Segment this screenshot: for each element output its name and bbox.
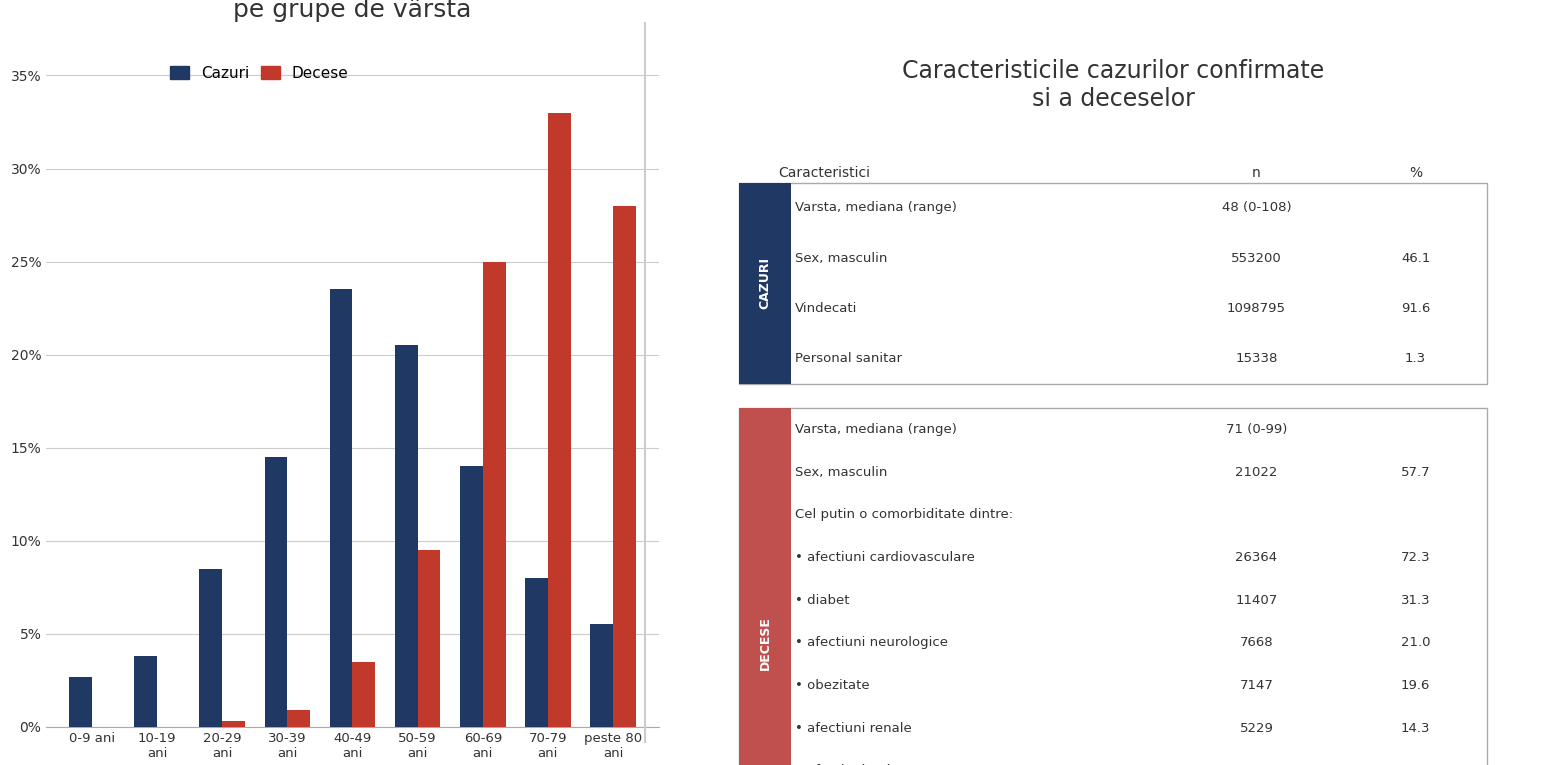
Text: 7147: 7147 — [1240, 679, 1274, 692]
FancyBboxPatch shape — [739, 408, 1488, 765]
Text: Cel putin o comorbiditate dintre:: Cel putin o comorbiditate dintre: — [794, 508, 1013, 521]
Text: 7668: 7668 — [1240, 636, 1274, 649]
Text: 71 (0-99): 71 (0-99) — [1226, 423, 1288, 436]
Text: 91.6: 91.6 — [1402, 302, 1431, 315]
Bar — [199, 568, 222, 727]
Bar — [395, 345, 418, 727]
Bar — [69, 676, 93, 727]
Text: 72.3: 72.3 — [1400, 551, 1431, 564]
Bar — [483, 262, 506, 727]
FancyBboxPatch shape — [739, 183, 1488, 384]
Text: 5229: 5229 — [1240, 721, 1274, 734]
Text: 21022: 21022 — [1235, 466, 1278, 478]
Bar — [547, 112, 571, 727]
Text: 26364: 26364 — [1235, 551, 1277, 564]
Text: DECESE: DECESE — [759, 616, 771, 669]
Text: 21.0: 21.0 — [1400, 636, 1431, 649]
FancyBboxPatch shape — [739, 183, 791, 384]
Text: 1.3: 1.3 — [1405, 352, 1426, 365]
Text: • afectiuni renale: • afectiuni renale — [794, 721, 911, 734]
Text: • diabet: • diabet — [794, 594, 850, 607]
Text: Varsta, mediana (range): Varsta, mediana (range) — [794, 201, 956, 214]
Text: Varsta, mediana (range): Varsta, mediana (range) — [794, 423, 956, 436]
Text: 15338: 15338 — [1235, 352, 1278, 365]
Text: Sex, masculin: Sex, masculin — [794, 252, 887, 265]
Text: 31.3: 31.3 — [1400, 594, 1431, 607]
Bar — [460, 466, 483, 727]
Text: 11407: 11407 — [1235, 594, 1277, 607]
Text: Personal sanitar: Personal sanitar — [794, 352, 902, 365]
Text: 1098795: 1098795 — [1227, 302, 1286, 315]
Text: 553200: 553200 — [1231, 252, 1281, 265]
Text: 19.6: 19.6 — [1402, 679, 1431, 692]
Bar — [330, 289, 353, 727]
Text: 46.1: 46.1 — [1402, 252, 1431, 265]
FancyBboxPatch shape — [739, 408, 791, 765]
Bar — [526, 578, 547, 727]
Bar — [265, 457, 287, 727]
Text: Vindecati: Vindecati — [794, 302, 857, 315]
Text: CAZURI: CAZURI — [759, 257, 771, 309]
Legend: Cazuri, Decese: Cazuri, Decese — [163, 60, 355, 87]
Text: • afectiuni cardiovasculare: • afectiuni cardiovasculare — [794, 551, 975, 564]
Title: Ponderea cazurilor si deceselor
pe grupe de vârsta: Ponderea cazurilor si deceselor pe grupe… — [157, 0, 547, 22]
Text: %: % — [1409, 165, 1422, 180]
Bar — [418, 550, 441, 727]
Bar — [353, 662, 375, 727]
Text: 14.3: 14.3 — [1400, 721, 1431, 734]
Text: Caracteristici: Caracteristici — [779, 165, 871, 180]
Bar — [222, 721, 245, 727]
Bar — [287, 710, 310, 727]
Text: • afectiuni neurologice: • afectiuni neurologice — [794, 636, 948, 649]
Bar — [614, 206, 635, 727]
Text: n: n — [1252, 165, 1261, 180]
Text: 57.7: 57.7 — [1400, 466, 1431, 478]
Text: • obezitate: • obezitate — [794, 679, 870, 692]
Text: Caracteristicile cazurilor confirmate
si a deceselor: Caracteristicile cazurilor confirmate si… — [902, 59, 1325, 111]
Text: 48 (0-108): 48 (0-108) — [1221, 201, 1291, 214]
Bar — [591, 624, 614, 727]
Text: Sex, masculin: Sex, masculin — [794, 466, 887, 478]
Bar — [134, 656, 157, 727]
